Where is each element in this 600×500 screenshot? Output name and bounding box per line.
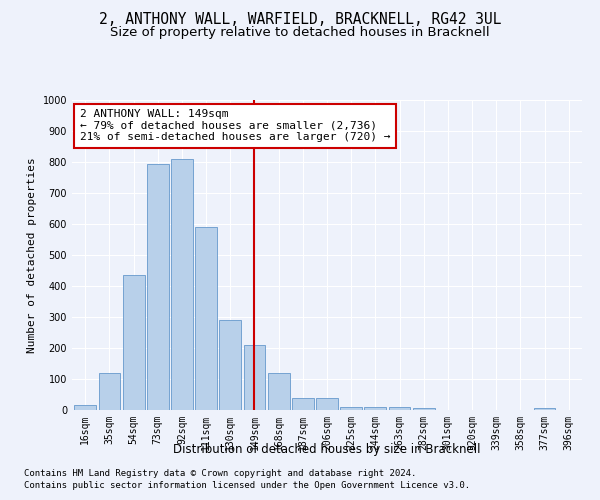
Y-axis label: Number of detached properties: Number of detached properties [27, 157, 37, 353]
Bar [220, 320, 241, 410]
Text: Contains public sector information licensed under the Open Government Licence v3: Contains public sector information licen… [24, 481, 470, 490]
Bar [123, 275, 145, 410]
Bar [171, 159, 193, 410]
Bar [74, 406, 96, 410]
Bar [389, 407, 410, 410]
Bar [147, 164, 169, 410]
Text: 2 ANTHONY WALL: 149sqm
← 79% of detached houses are smaller (2,736)
21% of semi-: 2 ANTHONY WALL: 149sqm ← 79% of detached… [80, 110, 390, 142]
Bar [316, 398, 338, 410]
Bar [244, 345, 265, 410]
Bar [533, 408, 556, 410]
Text: Contains HM Land Registry data © Crown copyright and database right 2024.: Contains HM Land Registry data © Crown c… [24, 468, 416, 477]
Text: 2, ANTHONY WALL, WARFIELD, BRACKNELL, RG42 3UL: 2, ANTHONY WALL, WARFIELD, BRACKNELL, RG… [99, 12, 501, 28]
Bar [268, 373, 290, 410]
Text: Size of property relative to detached houses in Bracknell: Size of property relative to detached ho… [110, 26, 490, 39]
Bar [98, 373, 121, 410]
Bar [364, 407, 386, 410]
Bar [340, 407, 362, 410]
Bar [195, 227, 217, 410]
Bar [292, 398, 314, 410]
Bar [413, 408, 434, 410]
Text: Distribution of detached houses by size in Bracknell: Distribution of detached houses by size … [173, 442, 481, 456]
